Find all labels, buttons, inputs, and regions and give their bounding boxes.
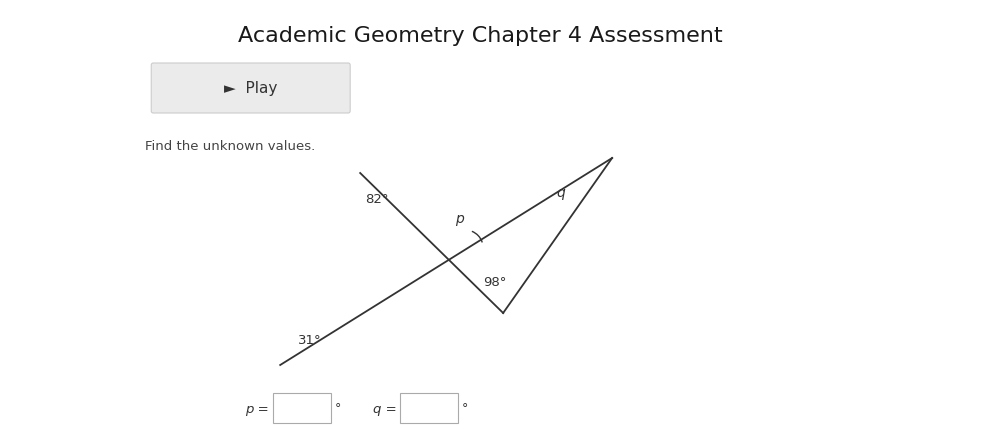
Text: ►  Play: ► Play [224, 81, 278, 96]
FancyBboxPatch shape [274, 393, 332, 423]
Text: Academic Geometry Chapter 4 Assessment: Academic Geometry Chapter 4 Assessment [237, 26, 722, 46]
Text: p: p [455, 212, 464, 226]
Text: 31°: 31° [299, 334, 322, 347]
Text: °: ° [336, 403, 342, 415]
Text: 82°: 82° [365, 193, 389, 206]
Text: °: ° [462, 403, 469, 415]
Text: Find the unknown values.: Find the unknown values. [145, 139, 316, 153]
Text: q =: q = [373, 403, 397, 415]
Text: 98°: 98° [483, 276, 507, 289]
FancyBboxPatch shape [151, 63, 350, 113]
Text: q: q [557, 186, 565, 200]
Text: p =: p = [245, 403, 269, 415]
FancyBboxPatch shape [400, 393, 458, 423]
